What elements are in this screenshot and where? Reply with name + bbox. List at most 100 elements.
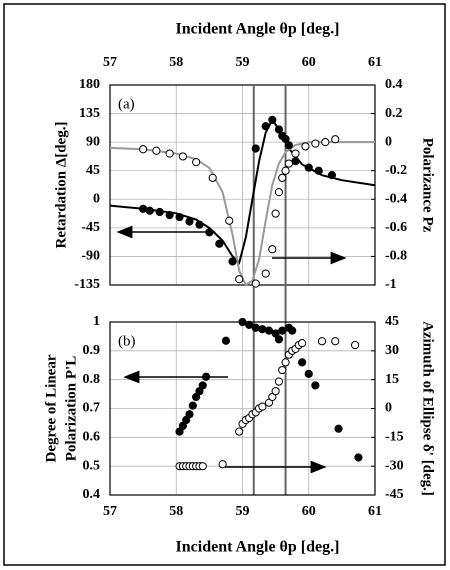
open-point [178,152,187,161]
filled-point [185,410,194,419]
open-point [274,377,284,386]
open-point [165,149,174,158]
y2-tick-label: -0.6 [385,220,407,235]
x-tick-label: 61 [368,55,382,70]
open-point [139,145,148,154]
y-axis-title: Polarization P'L [63,356,79,461]
filled-point [298,358,307,367]
y2-tick-label: 0 [385,401,392,416]
filled-point [264,326,274,335]
filled-point [284,141,293,150]
filled-point [314,166,323,175]
y2-tick-label: -0.2 [385,163,407,178]
filled-point [198,381,207,390]
filled-point [228,257,237,266]
panel-label: (b) [118,333,136,349]
open-point [278,365,287,375]
filled-point [155,207,164,217]
y-tick-label: 180 [79,77,100,92]
y-tick-label: 0.8 [83,372,101,387]
x-tick-label: 58 [169,55,183,70]
y-tick-label: 0.7 [83,401,101,416]
y-tick-label: 90 [86,134,100,149]
open-point [281,358,290,367]
filled-point [274,335,284,344]
y-tick-label: 0 [93,192,100,207]
open-point [311,139,320,148]
filled-point [261,122,270,131]
y2-tick-label: -15 [385,430,404,445]
y-axis-title: Degree of Linear [43,354,59,462]
filled-point [288,326,297,335]
x-tick-label: 59 [236,504,250,519]
filled-point [278,326,287,335]
filled-point [188,401,197,410]
y-tick-label: -45 [81,220,100,235]
open-point [278,173,287,182]
open-point [281,166,290,175]
filled-point [291,157,300,166]
open-point [235,275,244,284]
filled-point [281,134,290,144]
filled-point [139,204,148,213]
filled-point [327,171,337,180]
filled-point [175,212,184,222]
open-point [321,138,330,147]
y-tick-label: 0.4 [83,487,101,502]
filled-point [304,163,313,172]
y2-tick-label: 0 [385,134,392,149]
y2-tick-label: -0.4 [385,192,407,207]
x-tick-label: 57 [103,504,117,519]
open-point [331,135,340,144]
open-point [251,279,260,288]
y-tick-label: 135 [79,106,100,121]
open-point [271,209,280,218]
open-point [271,387,280,396]
x-tick-label: 60 [302,504,316,519]
y-tick-label: 0.6 [83,430,101,445]
open-point [152,146,161,155]
open-point [198,462,207,471]
y2-axis-title: Azimuth of Ellipse δ' [deg.] [420,321,436,496]
open-point [192,158,201,167]
open-point [284,159,293,168]
x-tick-label: 60 [302,55,316,70]
panel-label: (a) [118,96,135,112]
filled-point [258,325,267,334]
y-tick-label: 1 [93,314,100,329]
y-tick-label: -135 [74,277,100,292]
y2-tick-label: 15 [385,372,399,387]
filled-point [215,239,224,248]
x-tick-label: 57 [103,55,117,70]
open-point [351,340,360,350]
filled-point [195,220,204,229]
filled-point [165,211,174,220]
frame [3,3,446,566]
curve [109,117,376,265]
filled-point [238,317,247,327]
x-axis-title: Incident Angle θp [deg.] [176,21,340,38]
filled-point [185,217,194,226]
open-point [291,149,300,158]
x-axis-title: Incident Angle θp [deg.] [176,539,340,556]
y2-tick-label: -30 [385,458,404,473]
x-tick-label: 61 [368,504,382,519]
filled-point [304,369,313,378]
open-point [218,460,227,469]
open-point [317,337,327,346]
open-point [268,245,277,254]
y2-tick-label: -1 [385,277,397,292]
filled-point [221,336,231,345]
filled-point [311,381,320,390]
open-point [274,188,284,197]
open-point [258,402,267,411]
filled-point [274,125,284,134]
y-axis-title: Retardation Δ[deg.] [53,122,69,249]
open-point [208,173,217,182]
y2-tick-label: 30 [385,343,399,358]
y2-tick-label: 0.2 [385,106,403,121]
y-tick-label: 0.9 [83,343,101,358]
open-point [331,337,340,346]
filled-point [334,424,343,433]
